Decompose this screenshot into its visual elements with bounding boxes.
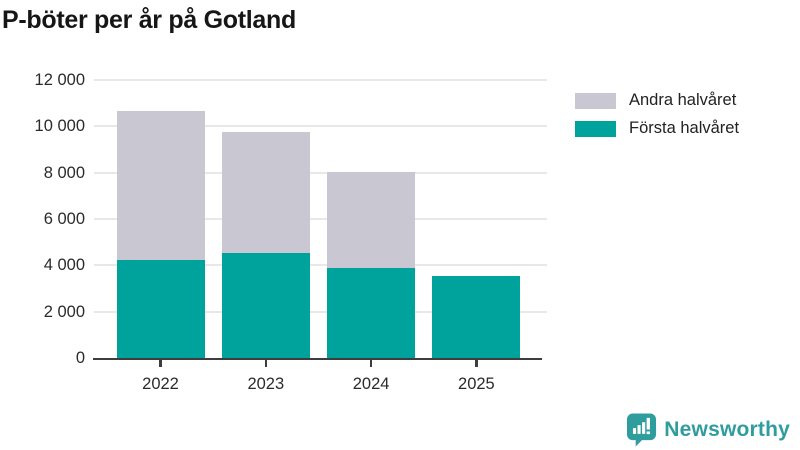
newsworthy-bubble-icon: [627, 413, 657, 447]
y-tick-label-8000: 8 000: [43, 163, 85, 182]
y-tick-label-10000: 10 000: [34, 117, 85, 136]
gridline-12000: [94, 79, 547, 81]
x-tick-label-2023: 2023: [247, 375, 285, 393]
logo-exclamation-bar: [646, 417, 651, 430]
x-tick-label-2025: 2025: [458, 375, 495, 393]
x-tick-label-2022: 2022: [142, 375, 179, 393]
legend-label-forsta: Första halvåret: [629, 119, 740, 137]
bar-group-2024: [327, 171, 416, 358]
gridline-6000: [94, 218, 547, 220]
legend-swatch-andra: [575, 92, 616, 109]
bar-segment-2022-f-rsta-halv-ret: [116, 259, 205, 358]
gridline-10000: [94, 125, 547, 128]
bar-segment-2023-f-rsta-halv-ret: [221, 252, 310, 358]
y-tick-label-0: 0: [75, 349, 85, 367]
x-tick-2024: [369, 360, 373, 367]
legend: Andra halvåret Första halvåret: [575, 91, 739, 147]
bar-segment-2025-f-rsta-halv-ret: [432, 275, 521, 358]
bar-segment-2022-andra-halv-ret: [116, 111, 205, 260]
legend-swatch-forsta: [575, 120, 616, 137]
logo-bar-1: [633, 428, 637, 434]
x-tick-2023: [264, 360, 268, 367]
bar-segment-2024-andra-halv-ret: [327, 171, 416, 268]
newsworthy-logo-text: Newsworthy: [664, 418, 790, 441]
logo-bubble-path: [627, 413, 657, 447]
plot-area: 0 2 000 4 000 6 000 8 000 10 000 12 000 2022 202…: [35, 71, 547, 393]
logo-bar-2: [637, 425, 641, 434]
bar-segment-2023-andra-halv-ret: [221, 132, 310, 253]
legend-label-andra: Andra halvåret: [629, 91, 737, 109]
gridline-8000: [94, 171, 547, 174]
logo-exclamation-dot: [646, 431, 651, 435]
newsworthy-logo: Newsworthy: [626, 413, 790, 447]
y-tick-label-12000: 12 000: [34, 71, 85, 89]
logo-bar-3: [642, 422, 646, 434]
bar-group-2025: [432, 275, 521, 358]
gridline-2000: [94, 310, 547, 313]
y-tick-label-6000: 6 000: [43, 210, 85, 228]
y-tick-label-4000: 4 000: [43, 256, 85, 275]
bar-segment-2024-f-rsta-halv-ret: [327, 267, 416, 358]
x-axis-line: [93, 357, 542, 360]
y-tick-label-2000: 2 000: [43, 302, 85, 321]
legend-item-forsta-halvaret: Första halvåret: [575, 119, 739, 138]
x-tick-label-2024: 2024: [352, 375, 390, 393]
bar-group-2023: [221, 132, 310, 358]
x-tick-2025: [475, 360, 478, 367]
gridline-4000: [94, 264, 547, 267]
chart-title: P-böter per år på Gotland: [2, 6, 296, 34]
bar-group-2022: [116, 111, 205, 358]
x-tick-2022: [159, 360, 162, 367]
legend-item-andra-halvaret: Andra halvåret: [575, 91, 739, 110]
